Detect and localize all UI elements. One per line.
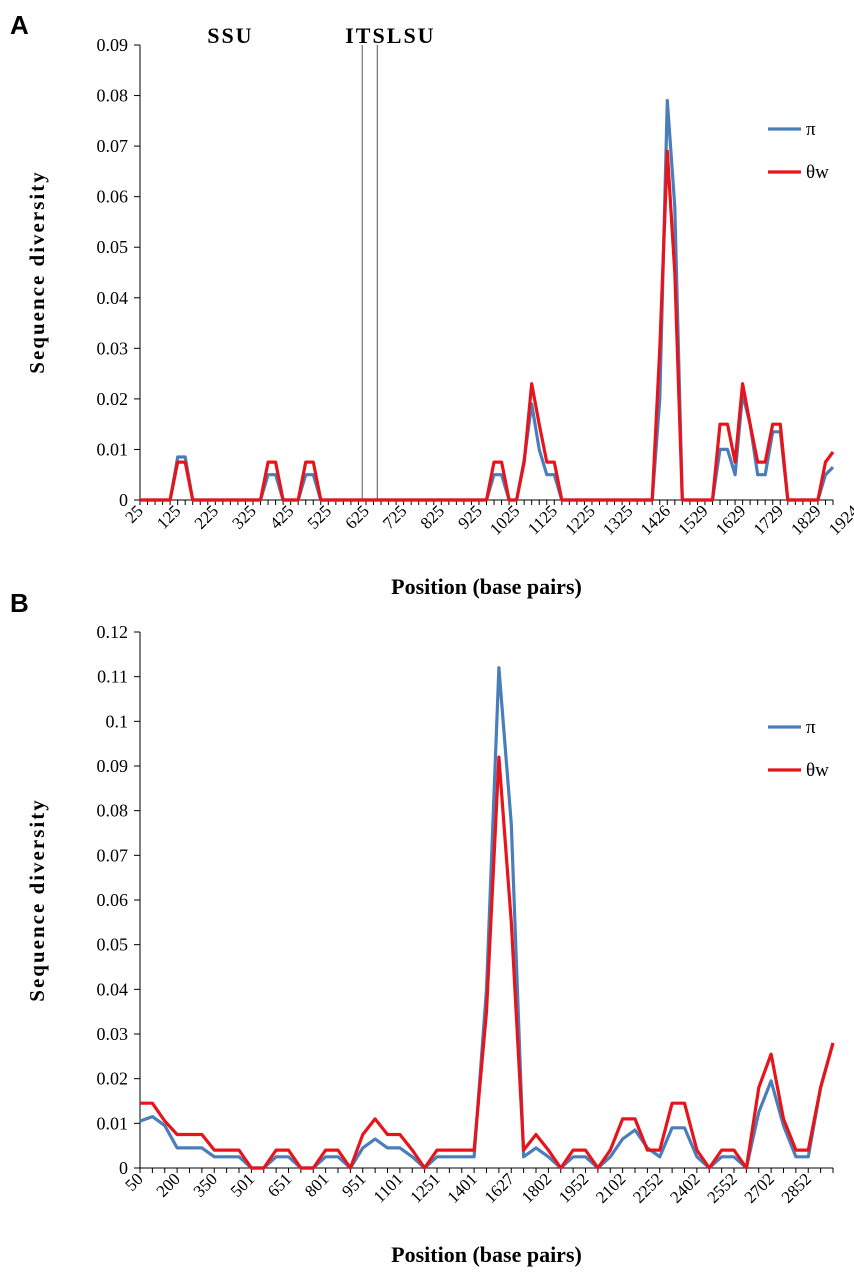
y-tick-label: 0.06 xyxy=(97,187,129,207)
y-tick-label: 0.08 xyxy=(97,801,129,821)
y-tick-label: 0.08 xyxy=(97,86,129,106)
series-line-theta-w xyxy=(140,755,835,1170)
y-tick-label: 0.07 xyxy=(97,845,129,865)
y-tick-label: 0.07 xyxy=(97,136,129,156)
x-tick-label: 325 xyxy=(228,501,259,532)
series-line-pi xyxy=(139,666,835,1170)
x-tick-label: 350 xyxy=(190,1169,221,1200)
y-tick-label: 0.12 xyxy=(97,622,129,642)
x-tick-label: 2252 xyxy=(629,1169,666,1206)
x-tick-label: 725 xyxy=(379,501,410,532)
x-tick-label: 1125 xyxy=(524,501,561,538)
y-tick-label: 0.02 xyxy=(97,389,129,409)
x-tick-label: 2402 xyxy=(666,1169,703,1206)
x-tick-label: 1426 xyxy=(637,501,674,538)
x-tick-label: 1025 xyxy=(486,501,523,538)
region-label-ssu: SSU xyxy=(207,23,253,48)
x-tick-label: 625 xyxy=(341,501,372,532)
x-tick-label: 2102 xyxy=(592,1169,629,1206)
y-tick-label: 0.04 xyxy=(97,288,129,308)
x-axis-title: Position (base pairs) xyxy=(391,574,582,599)
x-tick-label: 1225 xyxy=(561,501,598,538)
x-tick-label: 825 xyxy=(417,501,448,532)
y-axis-title: Sequence diversity xyxy=(25,798,49,1001)
y-tick-label: 0.05 xyxy=(97,237,129,257)
legend-label-theta-w: θw xyxy=(806,162,829,183)
x-tick-label: 1251 xyxy=(406,1169,443,1206)
series-line-pi xyxy=(140,98,835,502)
y-tick-label: 0.01 xyxy=(97,439,129,459)
chart-panel-b: B 0 0.01 0.02 0.03 0.04 0.05 0.06 0.07 0.08 0.09 0… xyxy=(10,588,835,1267)
legend-label-pi: π xyxy=(806,119,816,140)
region-label-lsu: LSU xyxy=(387,23,436,48)
x-tick-label: 1629 xyxy=(712,501,749,538)
x-tick-label: 200 xyxy=(152,1169,183,1200)
x-tick-label: 525 xyxy=(304,501,335,532)
x-tick-label: 1101 xyxy=(370,1169,407,1206)
region-label-its: ITS xyxy=(345,23,386,48)
x-tick-label: 651 xyxy=(264,1169,295,1200)
y-tick-label: 0.02 xyxy=(97,1069,129,1089)
x-tick-label: 951 xyxy=(338,1169,369,1200)
x-tick-label: 2702 xyxy=(740,1169,777,1206)
panel-letter-a: A xyxy=(10,10,29,40)
x-tick-label: 1627 xyxy=(481,1169,519,1207)
x-tick-label: 2852 xyxy=(778,1169,815,1206)
y-tick-label: 0.03 xyxy=(97,338,129,358)
chart-panel-a: A 0 0.01 0.02 0.03 0.04 0.05 0.06 0.07 0.08 0.09 2… xyxy=(10,10,854,599)
y-tick-label: 0.09 xyxy=(97,35,129,55)
y-tick-label: 0.06 xyxy=(97,890,129,910)
x-tick-label: 801 xyxy=(301,1169,332,1200)
x-tick-label: 125 xyxy=(153,501,184,532)
x-tick-label: 501 xyxy=(227,1169,258,1200)
x-tick-label: 1829 xyxy=(787,501,824,538)
x-tick-label: 1924 xyxy=(825,501,854,539)
x-tick-label: 1952 xyxy=(555,1169,592,1206)
x-tick-label: 425 xyxy=(266,501,297,532)
x-axis-title: Position (base pairs) xyxy=(391,1242,582,1267)
y-tick-label: 0.04 xyxy=(97,979,129,999)
y-tick-label: 0 xyxy=(119,490,128,510)
legend-label-theta-w: θw xyxy=(806,760,829,781)
x-tick-label: 1325 xyxy=(599,501,636,538)
x-tick-label: 1729 xyxy=(750,501,787,538)
x-tick-label: 925 xyxy=(454,501,485,532)
y-tick-label: 0.01 xyxy=(97,1113,129,1133)
x-tick-label: 2552 xyxy=(703,1169,740,1206)
y-tick-label: 0.05 xyxy=(97,935,129,955)
legend-label-pi: π xyxy=(806,717,816,738)
x-tick-label: 225 xyxy=(191,501,222,532)
y-tick-label: 0.03 xyxy=(97,1024,129,1044)
y-axis-title: Sequence diversity xyxy=(25,170,49,373)
x-tick-label: 1401 xyxy=(443,1169,480,1206)
series-line-theta-w xyxy=(140,149,835,502)
y-tick-label: 0.1 xyxy=(106,711,129,731)
x-tick-label: 1529 xyxy=(674,501,711,538)
y-tick-label: 0.11 xyxy=(97,667,128,687)
y-tick-label: 0.09 xyxy=(97,756,129,776)
panel-letter-b: B xyxy=(10,588,29,618)
x-tick-label: 1802 xyxy=(518,1169,555,1206)
y-tick-label: 0 xyxy=(119,1158,128,1178)
